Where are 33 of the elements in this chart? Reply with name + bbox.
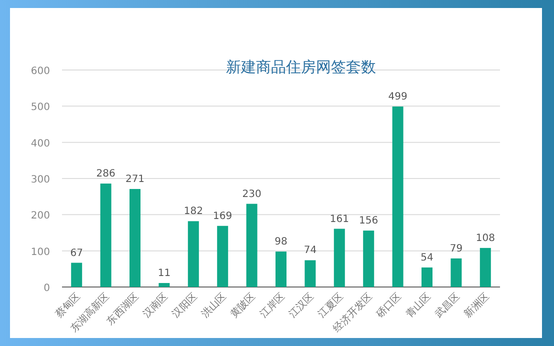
y-tick-label: 100 <box>30 246 50 258</box>
data-label: 11 <box>158 268 171 280</box>
chart-title: 新建商品住房网签套数 <box>226 58 376 76</box>
data-label: 230 <box>242 188 262 200</box>
x-tick-label: 江岸区 <box>257 290 288 320</box>
data-label: 54 <box>420 252 434 264</box>
data-label: 156 <box>359 216 378 227</box>
y-tick-label: 0 <box>44 283 50 294</box>
x-tick-label: 新洲区 <box>462 290 492 320</box>
y-tick-label: 500 <box>30 102 50 114</box>
y-tick-label: 200 <box>30 210 50 222</box>
data-label: 67 <box>70 248 83 259</box>
x-tick-label: 青山区 <box>403 290 434 320</box>
y-tick-label: 400 <box>30 138 50 150</box>
data-label: 182 <box>184 206 203 218</box>
x-tick-label: 洪山区 <box>199 290 229 320</box>
data-label: 499 <box>388 92 408 103</box>
x-tick-label: 武昌区 <box>432 290 462 320</box>
x-tick-label: 硚口区 <box>374 290 404 322</box>
x-tick-label: 江汉区 <box>286 290 316 320</box>
data-label: 161 <box>330 214 349 225</box>
data-label: 271 <box>125 174 145 185</box>
data-label: 74 <box>304 245 317 256</box>
y-tick-label: 300 <box>30 174 50 186</box>
data-label: 286 <box>96 168 116 180</box>
data-label: 169 <box>213 210 232 222</box>
x-tick-label: 黄陂区 <box>228 290 258 320</box>
x-tick-label: 汉南区 <box>140 290 170 320</box>
x-tick-label: 汉阳区 <box>170 290 200 320</box>
data-label: 98 <box>274 236 288 248</box>
data-label: 108 <box>476 232 495 244</box>
data-label: 79 <box>450 243 463 254</box>
y-tick-label: 600 <box>30 66 50 77</box>
